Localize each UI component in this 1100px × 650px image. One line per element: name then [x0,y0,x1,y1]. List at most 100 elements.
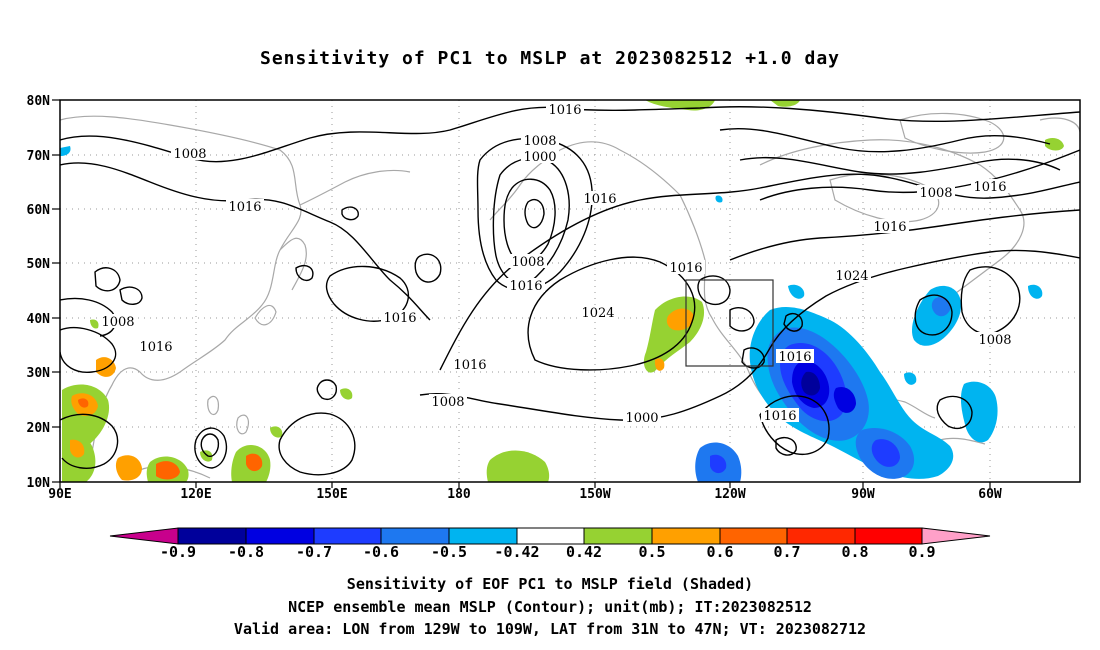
contour-label-bg [776,349,814,363]
lat-label: 20N [27,421,51,436]
colorbar-label: -0.7 [296,543,332,561]
colorbar-swatch [109,527,179,545]
contour-label-bg [833,268,871,282]
lat-label: 40N [27,312,51,327]
contour-label-bg [976,332,1014,346]
contour-label: 1016 [453,358,486,373]
contour-label-bg [507,278,545,292]
valid-area-box [685,279,774,367]
map-title: Sensitivity of PC1 to MSLP at 2023082512… [259,48,840,69]
contour-label-bg [226,199,264,213]
contour-label-bg [581,191,619,205]
lon-label: 120W [714,487,745,502]
colorbar-swatch [921,527,991,545]
contour-label-bg [971,179,1009,193]
colorbar-label: -0.6 [363,543,399,561]
colorbar-label: 0.42 [566,543,602,561]
lon-label: 60W [978,487,1002,502]
lon-label: 150E [316,487,347,502]
contour-label-bg [871,219,909,233]
contour-label-bg [429,394,467,408]
lat-label: 50N [27,257,51,272]
contour-label: 1016 [548,103,581,118]
contour-label: 1016 [583,192,616,207]
contour-labels: 1016100810161008100010161008101610241016… [99,102,1014,426]
lon-label: 180 [447,487,471,502]
contour-label-bg [761,408,799,422]
caption-line-1: Sensitivity of EOF PC1 to MSLP field (Sh… [346,575,754,593]
contour-label-bg [667,260,705,274]
caption-line-3: Valid area: LON from 129W to 109W, LAT f… [233,620,867,638]
colorbar-label: 0.6 [706,543,733,561]
colorbar-label: -0.9 [160,543,196,561]
colorbar-label: -0.42 [494,543,539,561]
negative-shading [60,146,1043,482]
contour-label: 1008 [978,333,1011,348]
contour-label: 1016 [873,220,906,235]
contour-label-bg [521,149,559,163]
colorbar: -0.9 -0.8 -0.7 -0.6 -0.5 -0.42 0.42 0.5 0.6 0.7 0.… [109,527,991,561]
contour-label: 1008 [523,134,556,149]
colorbar-swatch [313,527,382,545]
colorbar-swatch [380,527,450,545]
contour-label: 1016 [778,350,811,365]
colorbar-label: 0.9 [908,543,935,561]
contour-label-bg [521,133,559,147]
contour-label: 1016 [228,200,261,215]
map-frame [59,99,1081,483]
colorbar-swatch [177,527,247,545]
colorbar-swatch [651,527,721,545]
contour-label-bg [623,410,661,424]
colorbar-swatch [583,527,653,545]
colorbar-label: 0.7 [773,543,800,561]
colorbar-swatch [786,527,856,545]
map-layers [60,100,1080,482]
colorbar-swatch [854,527,923,545]
contour-label-bg [381,310,419,324]
contour-label: 1016 [509,279,542,294]
colorbar-swatch [245,527,315,545]
colorbar-label: 0.8 [841,543,868,561]
lon-label: 120E [180,487,211,502]
contour-label: 1016 [383,311,416,326]
contour-label-bg [451,357,489,371]
contour-label: 1016 [763,409,796,424]
colorbar-label: 0.5 [638,543,665,561]
colorbar-swatch [516,527,585,545]
contour-label: 1008 [431,395,464,410]
contour-label: 1008 [101,315,134,330]
lat-label: 70N [27,149,51,164]
contour-label: 1008 [511,255,544,270]
lat-label: 60N [27,203,51,218]
lon-label: 90E [48,487,71,502]
contour-label-bg [917,185,955,199]
contour-label: 1016 [669,261,702,276]
map-caption: Sensitivity of EOF PC1 to MSLP field (Sh… [0,573,1100,641]
lat-label: 30N [27,366,51,381]
lat-label: 80N [27,94,51,109]
colorbar-swatch [448,527,518,545]
contour-label-bg [579,305,617,319]
contour-label: 1016 [973,180,1006,195]
lon-label: 150W [579,487,610,502]
contour-label-bg [171,146,209,160]
lat-lon-grid [60,100,1080,482]
contour-label: 1008 [173,147,206,162]
contour-label: 1024 [835,269,868,284]
lat-label: 10N [27,476,51,491]
contour-label: 1024 [581,306,614,321]
contour-label: 1000 [523,150,556,165]
contour-label: 1016 [139,340,172,355]
lon-label: 90W [851,487,875,502]
contour-label-bg [137,339,175,353]
contour-label-bg [509,254,547,268]
colorbar-swatch [719,527,788,545]
caption-line-2: NCEP ensemble mean MSLP (Contour); unit(… [288,597,812,616]
contour-label: 1000 [625,411,658,426]
positive-shading [62,100,1064,482]
contour-label-bg [546,102,584,116]
contour-label: 1008 [919,186,952,201]
colorbar-label: -0.5 [431,543,467,561]
